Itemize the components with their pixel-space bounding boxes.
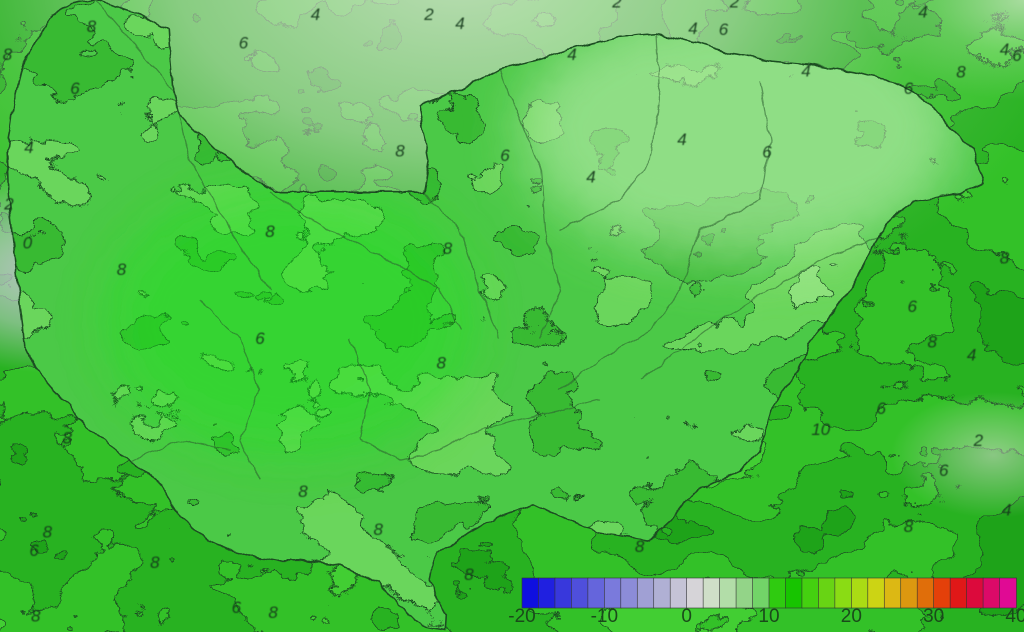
svg-text:30: 30 bbox=[923, 606, 944, 627]
svg-text:10: 10 bbox=[758, 606, 779, 627]
svg-text:20: 20 bbox=[841, 606, 862, 627]
svg-text:0: 0 bbox=[681, 606, 692, 627]
svg-text:-10: -10 bbox=[591, 606, 618, 627]
svg-text:40: 40 bbox=[1005, 606, 1024, 627]
svg-text:-20: -20 bbox=[508, 606, 535, 627]
